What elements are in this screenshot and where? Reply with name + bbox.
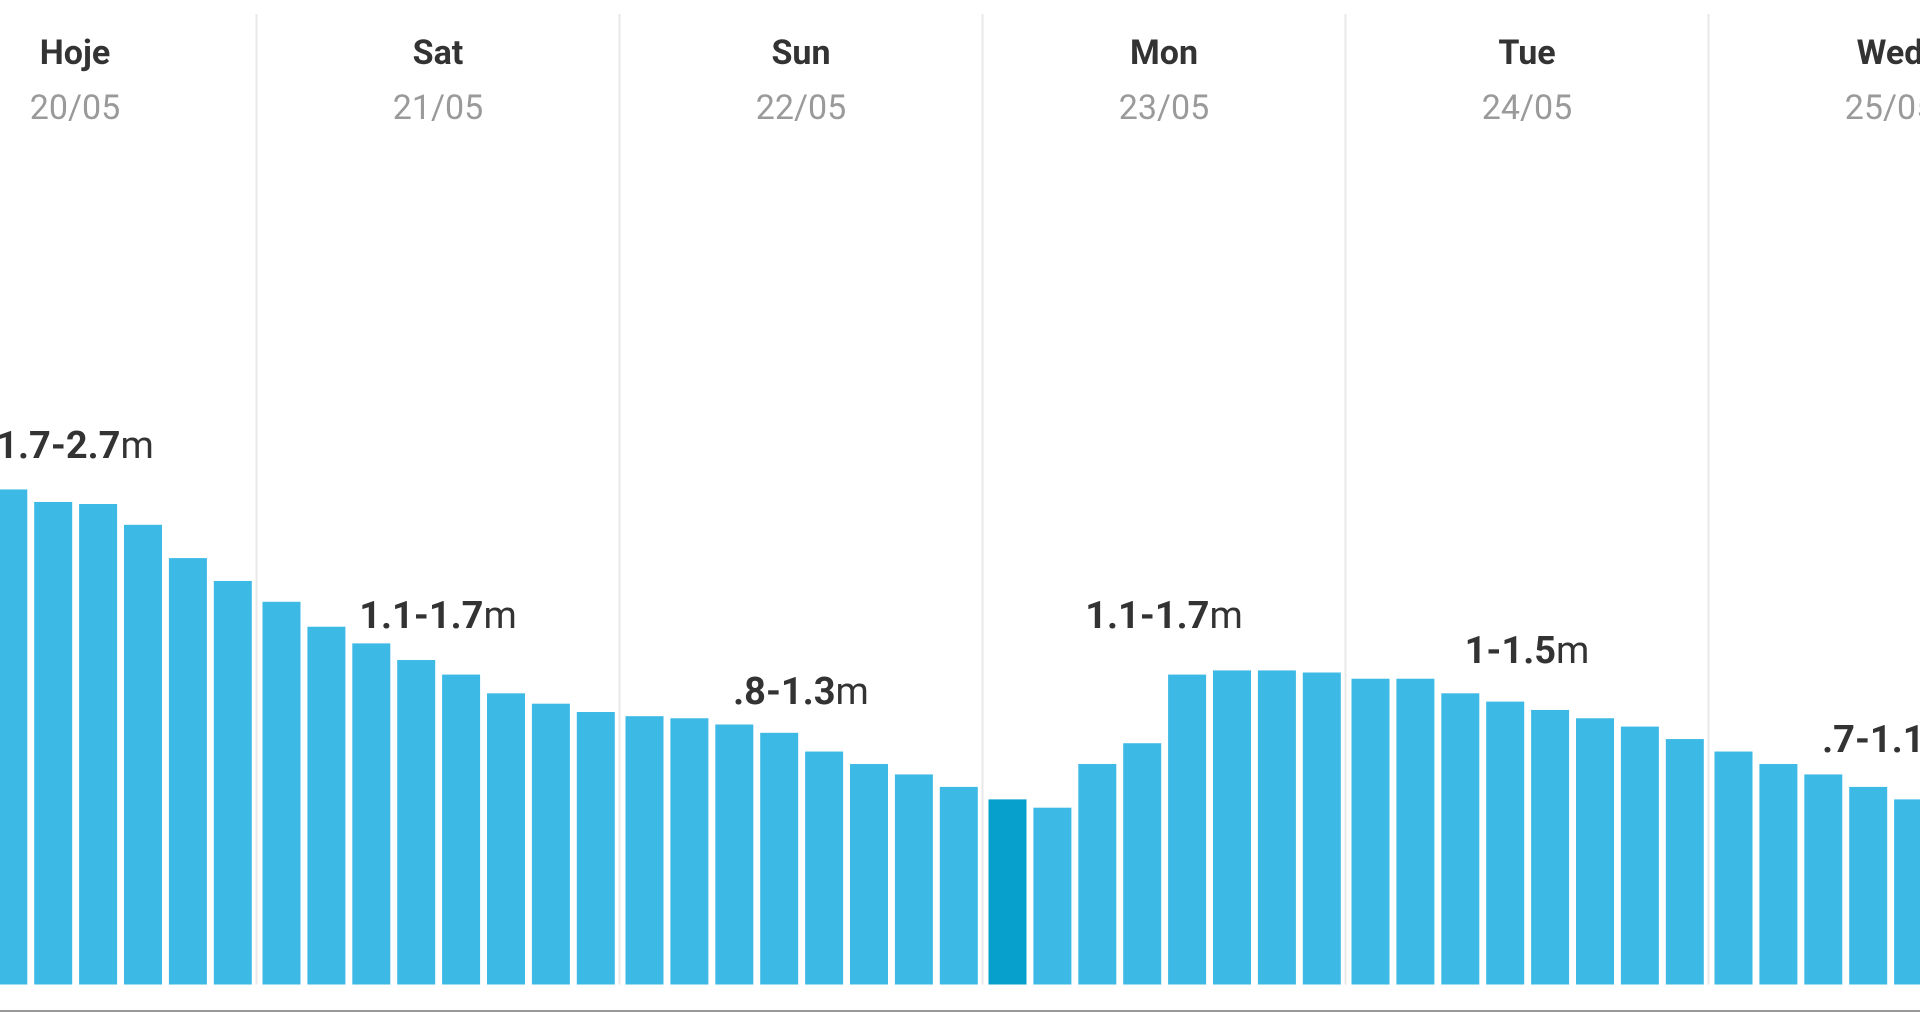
range-unit: m [120, 424, 153, 468]
bar [124, 524, 162, 985]
bar [805, 751, 844, 985]
bar [939, 786, 978, 985]
bar [1665, 739, 1704, 985]
bar [1486, 701, 1525, 985]
bar [1396, 678, 1435, 985]
bar [352, 643, 391, 985]
day-date: 25/05 [1845, 88, 1920, 128]
bar [1078, 764, 1117, 985]
bar [397, 660, 436, 985]
bar [1714, 751, 1753, 985]
bar [1351, 678, 1390, 985]
range-label: .7-1.1m [1822, 718, 1920, 762]
bar [168, 558, 207, 985]
bar [850, 764, 888, 985]
bar [442, 674, 481, 985]
range-label: 1.1-1.7m [359, 594, 517, 638]
bar [715, 724, 754, 985]
range-unit: m [836, 670, 869, 714]
bar [1804, 774, 1843, 985]
bar [760, 732, 799, 985]
range-value: .7-1.1 [1822, 718, 1920, 762]
bar [262, 601, 301, 985]
range-value: 1.7-2.7 [0, 424, 120, 468]
bar [670, 718, 709, 985]
range-label: 1.7-2.7m [0, 424, 154, 468]
range-unit: m [1209, 594, 1242, 638]
bar [988, 799, 1027, 985]
range-value: .8-1.3 [733, 670, 835, 714]
day-name: Sun [771, 33, 830, 73]
bar [576, 712, 615, 985]
bar [1531, 709, 1570, 985]
range-value: 1.1-1.7 [1085, 594, 1209, 638]
range-label: 1.1-1.7m [1085, 594, 1243, 638]
range-label: .8-1.3m [733, 670, 869, 714]
bar [1213, 670, 1251, 985]
bar [531, 703, 570, 985]
bar [487, 693, 525, 985]
bar [1168, 674, 1207, 985]
bar [894, 774, 933, 985]
bar [1759, 764, 1798, 985]
day-date: 23/05 [1119, 88, 1209, 128]
day-name: Wed [1857, 33, 1920, 73]
day-date: 24/05 [1482, 88, 1572, 128]
day-name: Sat [413, 33, 464, 73]
bar [1849, 786, 1888, 985]
bar [34, 501, 73, 985]
range-unit: m [483, 594, 516, 638]
bar [1033, 807, 1072, 985]
bar [1620, 726, 1659, 985]
range-unit: m [1556, 629, 1589, 673]
bar [1257, 670, 1296, 985]
bar [1441, 693, 1480, 985]
bar [213, 580, 252, 985]
day-name: Tue [1498, 33, 1555, 73]
day-name: Hoje [40, 33, 110, 73]
bar [1894, 799, 1920, 985]
range-label: 1-1.5m [1465, 629, 1590, 673]
day-name: Mon [1130, 33, 1198, 73]
bar [0, 489, 28, 985]
bar [1302, 672, 1341, 985]
bar [625, 716, 664, 985]
range-value: 1-1.5 [1465, 629, 1556, 673]
bar [307, 626, 346, 985]
day-date: 21/05 [393, 88, 483, 128]
bar [1576, 718, 1614, 985]
day-date: 20/05 [30, 88, 120, 128]
range-value: 1.1-1.7 [359, 594, 483, 638]
bar [79, 504, 118, 985]
bar [1123, 743, 1162, 985]
day-date: 22/05 [756, 88, 846, 128]
